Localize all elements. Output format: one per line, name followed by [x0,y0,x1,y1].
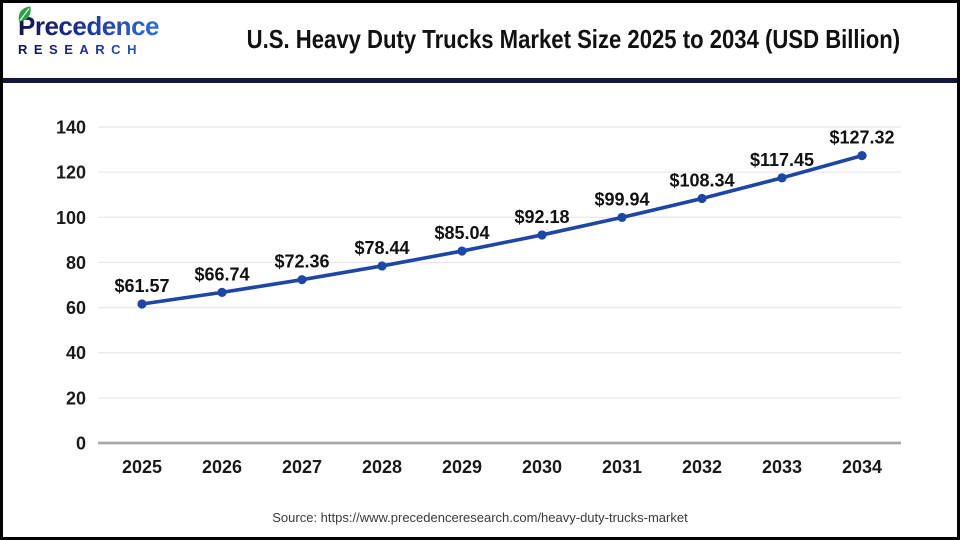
y-tick-label: 20 [66,388,86,408]
data-point-marker [457,246,467,256]
data-point-label: $92.18 [514,207,569,227]
data-point-marker [537,230,547,240]
precedence-research-logo: Precedence RESEARCH [18,6,178,56]
data-point-marker [697,193,707,204]
data-point-label: $127.32 [829,128,894,148]
data-point-marker [777,173,787,183]
data-point-label: $61.57 [114,276,169,296]
x-tick-label: 2034 [842,457,882,477]
x-tick-label: 2026 [202,457,242,477]
logo-brand-text: Precedence [18,11,159,41]
x-tick-label: 2028 [362,457,402,477]
data-point-label: $72.36 [274,252,329,272]
data-point-label: $66.74 [194,264,249,284]
leaf-icon [18,6,31,22]
data-point-marker [217,287,227,297]
data-point-label: $117.45 [750,150,814,170]
source-text: Source: https://www.precedenceresearch.c… [272,510,688,525]
logo-sub-text: RESEARCH [18,43,178,56]
data-point-label: $99.94 [594,189,649,209]
chart-title: U.S. Heavy Duty Trucks Market Size 2025 … [246,23,901,54]
x-tick-label: 2027 [282,457,322,477]
x-tick-label: 2029 [442,457,482,477]
data-point-marker [297,275,307,285]
header-divider [0,78,960,83]
title-wrap: U.S. Heavy Duty Trucks Market Size 2025 … [195,0,952,78]
y-tick-label: 0 [76,434,86,454]
data-point-marker [377,261,387,271]
data-point-label: $108.34 [669,170,734,190]
y-tick-label: 120 [56,163,86,183]
x-tick-label: 2031 [602,457,642,477]
y-tick-label: 60 [66,298,86,318]
header: Precedence RESEARCH U.S. Heavy Duty Truc… [0,0,960,78]
x-tick-label: 2030 [522,457,562,477]
y-tick-label: 40 [66,343,86,363]
data-point-marker [857,151,867,161]
data-point-label: $78.44 [354,238,409,258]
series-line [140,153,864,306]
x-tick-label: 2033 [762,457,802,477]
data-point-marker [617,212,627,223]
data-point-marker [137,299,147,309]
x-tick-label: 2025 [122,457,162,477]
x-tick-label: 2032 [682,457,722,477]
y-tick-label: 140 [56,118,86,138]
y-tick-label: 80 [66,253,86,273]
y-tick-label: 100 [56,208,86,228]
data-point-label: $85.04 [434,223,489,243]
